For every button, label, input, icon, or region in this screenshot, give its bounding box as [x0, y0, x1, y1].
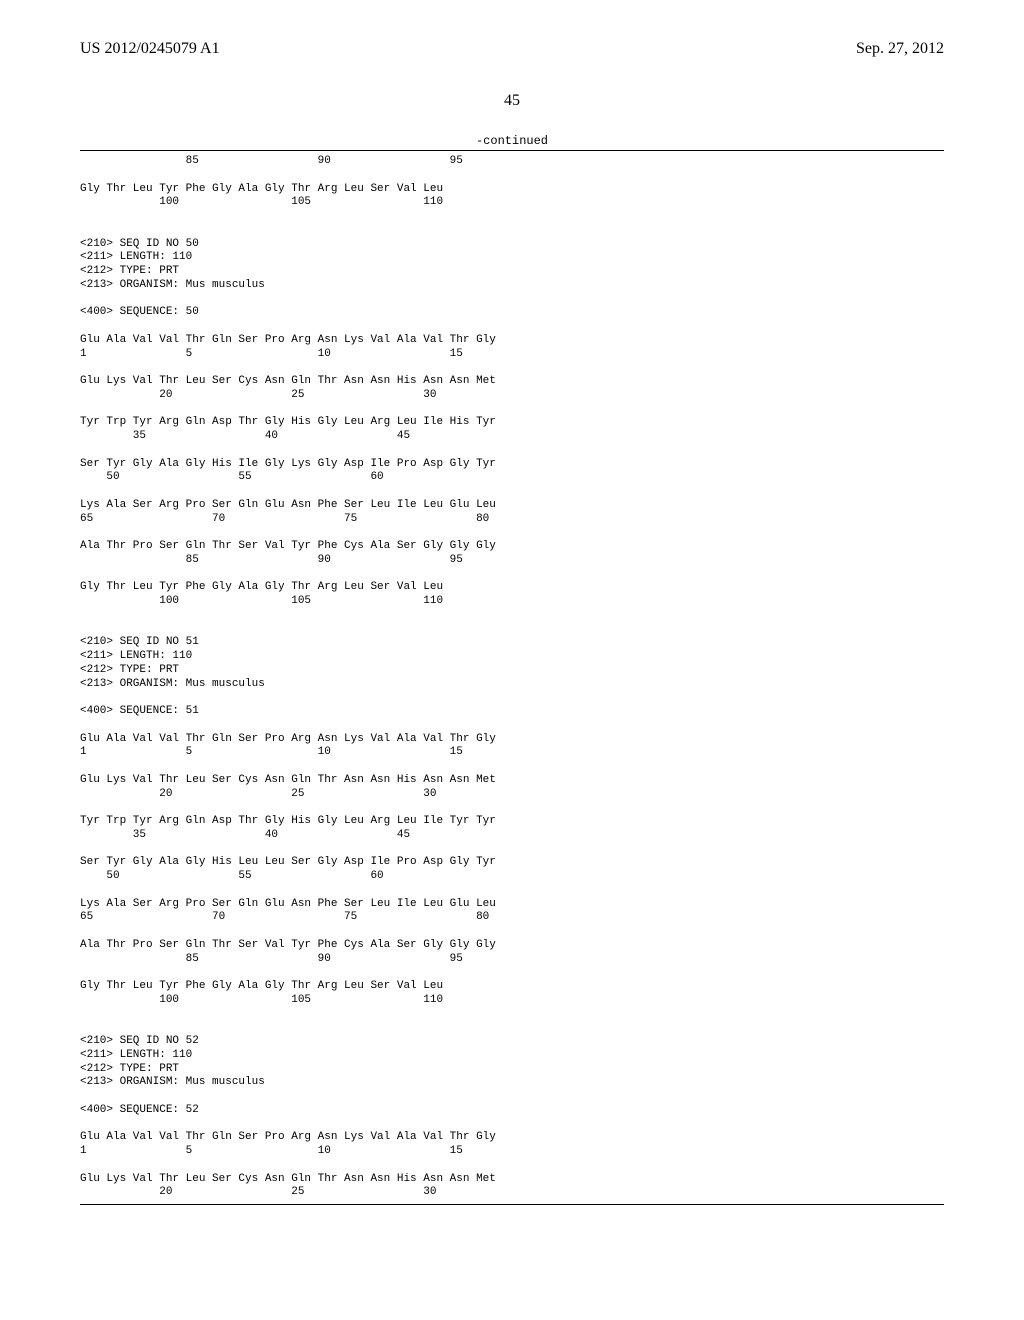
- page-number: 45: [80, 92, 944, 110]
- sequence-listing-text: 85 90 95 Gly Thr Leu Tyr Phe Gly Ala Gly…: [80, 155, 944, 1200]
- sequence-listing-block: 85 90 95 Gly Thr Leu Tyr Phe Gly Ala Gly…: [80, 150, 944, 1205]
- page-header: US 2012/0245079 A1 Sep. 27, 2012: [80, 40, 944, 58]
- publication-id: US 2012/0245079 A1: [80, 40, 220, 58]
- publication-date: Sep. 27, 2012: [856, 40, 944, 58]
- continued-label: -continued: [80, 134, 944, 148]
- page-container: US 2012/0245079 A1 Sep. 27, 2012 45 -con…: [0, 0, 1024, 1320]
